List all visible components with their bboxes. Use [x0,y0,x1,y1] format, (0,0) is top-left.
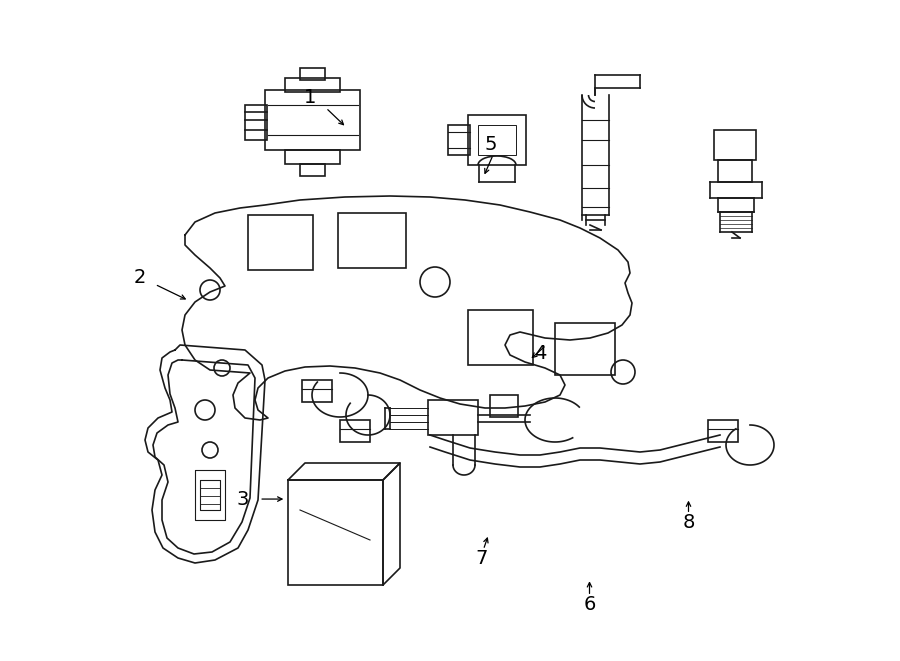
Bar [285,150,340,164]
Bar [428,400,478,435]
Text: 4: 4 [534,344,546,363]
Bar [300,68,325,80]
Bar [468,115,526,165]
Text: 5: 5 [484,135,497,153]
Bar [555,323,615,375]
Bar [245,105,267,140]
Bar [248,215,313,270]
Text: 6: 6 [583,596,596,614]
Text: 1: 1 [304,89,317,107]
Bar [478,125,516,155]
Bar [285,78,340,92]
Bar [300,164,325,176]
Text: 7: 7 [475,549,488,568]
Bar [265,90,360,150]
Text: 2: 2 [133,268,146,287]
Bar [338,213,406,268]
Bar [714,130,756,160]
Text: 8: 8 [682,513,695,531]
Bar [302,380,332,402]
Bar [718,160,752,182]
Bar [448,125,470,155]
Text: 3: 3 [237,490,249,508]
Bar [340,420,370,442]
Bar [468,310,533,365]
Bar [288,480,383,585]
Bar [490,395,518,417]
Bar [708,420,738,442]
